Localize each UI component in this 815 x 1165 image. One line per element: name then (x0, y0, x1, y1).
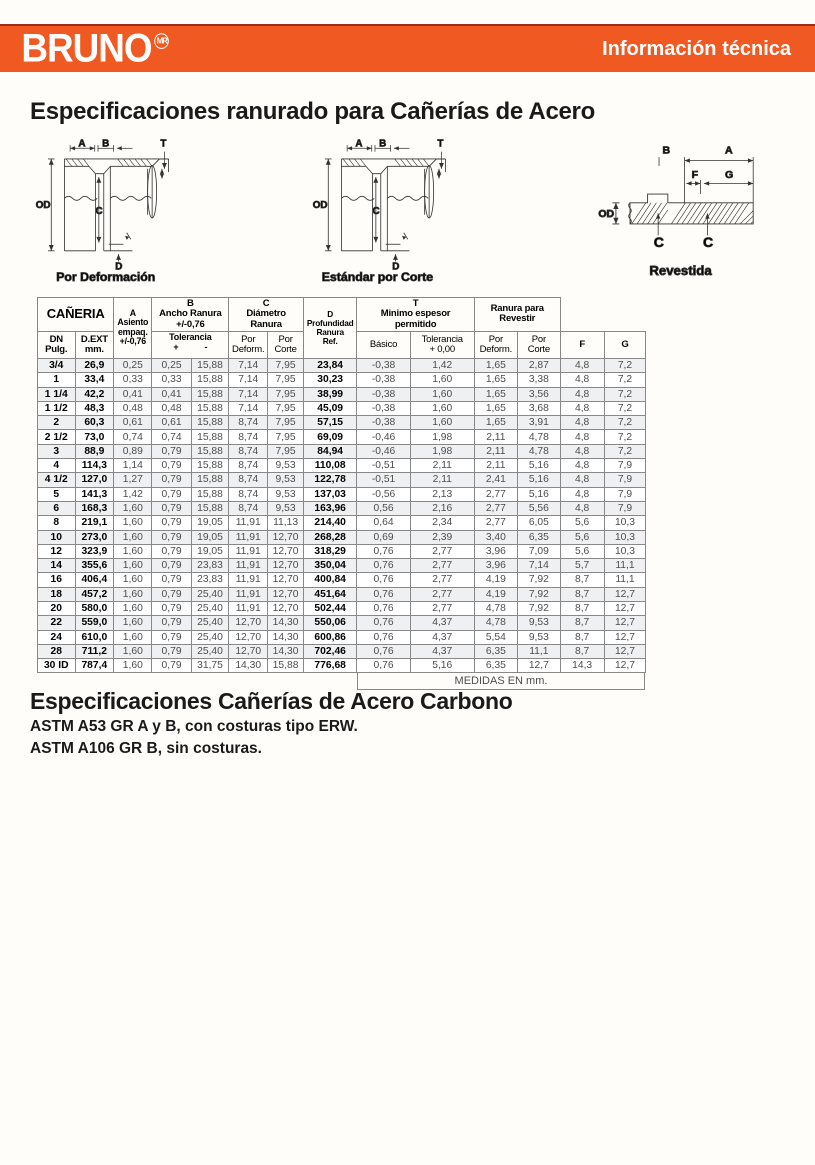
svg-text:B: B (663, 145, 671, 157)
svg-text:OD: OD (598, 208, 614, 220)
svg-text:A: A (725, 145, 733, 157)
svg-text:B: B (102, 139, 109, 150)
svg-text:OD: OD (313, 200, 328, 211)
svg-text:A: A (78, 139, 85, 150)
svg-text:G: G (725, 169, 733, 181)
svg-text:C: C (373, 206, 380, 217)
svg-text:C: C (96, 206, 103, 217)
svg-text:A: A (355, 139, 362, 150)
svg-text:C: C (703, 234, 713, 250)
svg-text:F: F (692, 169, 699, 181)
svg-text:B: B (379, 139, 386, 150)
svg-text:T: T (160, 139, 166, 150)
svg-text:Por Deformación: Por Deformación (56, 270, 155, 284)
svg-text:C: C (654, 234, 664, 250)
svg-text:T: T (437, 139, 443, 150)
svg-text:Revestida: Revestida (649, 263, 712, 278)
svg-text:OD: OD (36, 200, 51, 211)
svg-text:Estándar por Corte: Estándar por Corte (322, 270, 434, 284)
